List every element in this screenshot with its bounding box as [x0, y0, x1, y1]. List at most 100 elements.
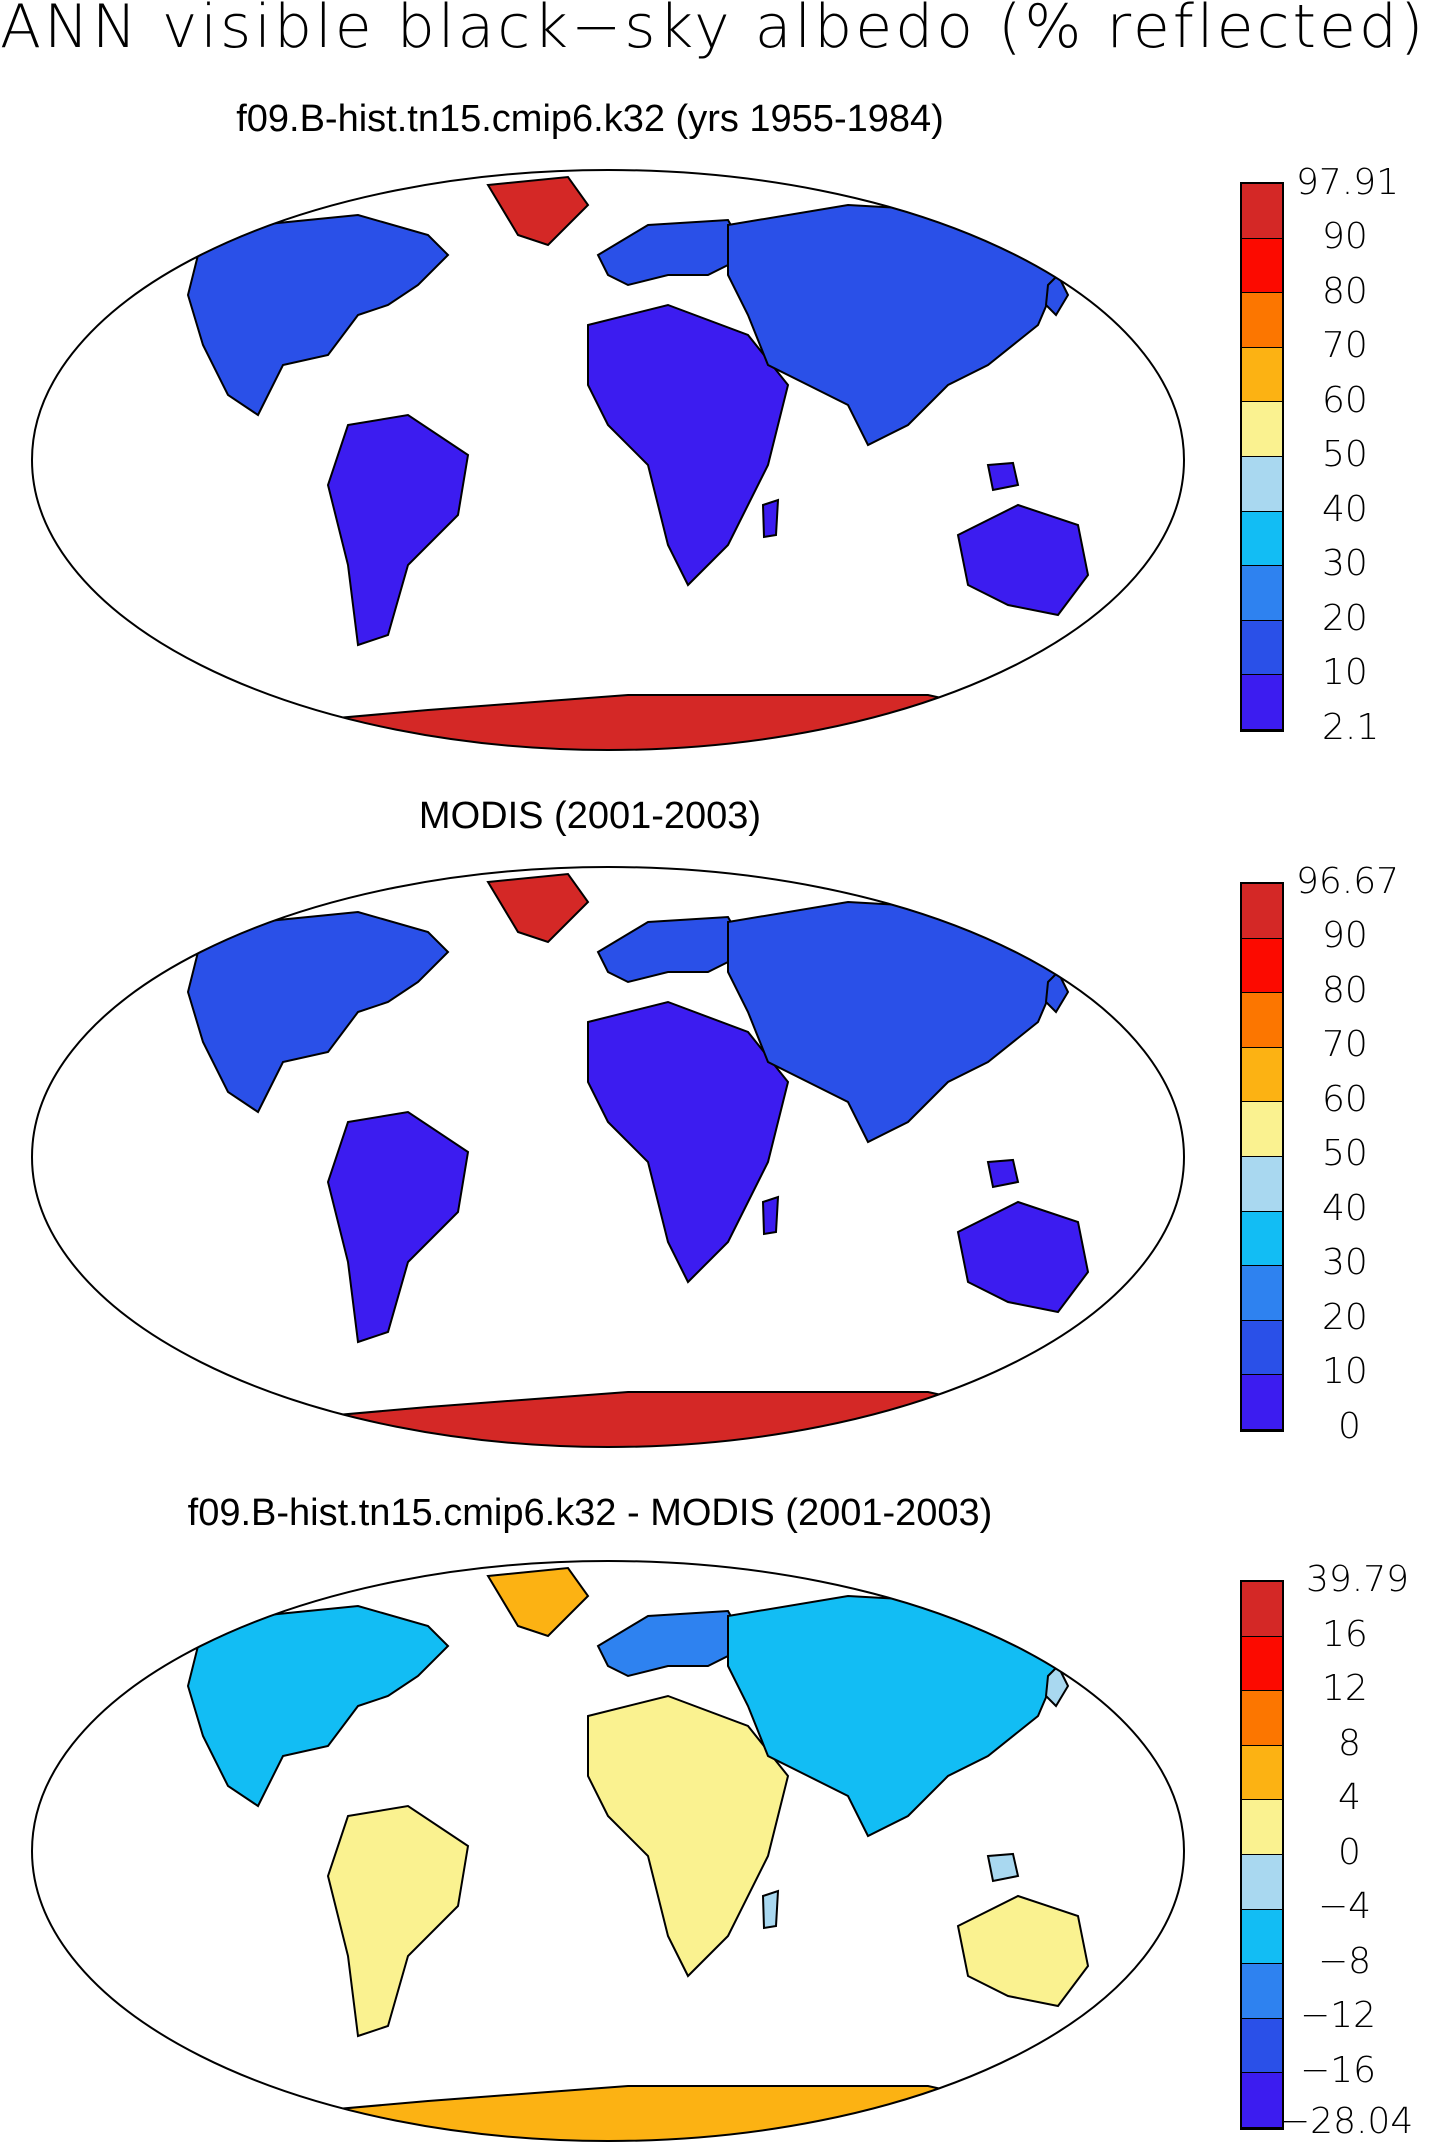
- colorbar-segment: [1242, 993, 1282, 1048]
- land-africa: [587, 1694, 790, 1978]
- panel-3-title: f09.B-hist.tn15.cmip6.k32 - MODIS (2001-…: [187, 1492, 993, 1534]
- land-south-america: [326, 413, 470, 647]
- panel-3-cbar-label: 39.79: [1306, 1559, 1410, 1600]
- panel-1-colorbar: [1240, 182, 1284, 732]
- map-outline: [31, 169, 1185, 751]
- panel-2-title: MODIS (2001-2003): [418, 795, 762, 837]
- panel-3-map: [31, 1560, 1185, 2142]
- colorbar-segment: [1242, 1102, 1282, 1157]
- panel-1-cbar-label: 60: [1322, 380, 1368, 421]
- land-europe: [596, 915, 750, 984]
- colorbar-segment: [1242, 2073, 1282, 2128]
- panel-2-map: [31, 866, 1185, 1448]
- land-europe: [596, 218, 750, 287]
- colorbar-segment: [1242, 184, 1282, 239]
- panel-2-cbar-label: 40: [1322, 1188, 1368, 1229]
- land-madagascar: [761, 498, 780, 539]
- colorbar-segment: [1242, 1745, 1282, 1801]
- land-south-america: [326, 1110, 470, 1344]
- colorbar-segment: [1242, 1211, 1282, 1267]
- colorbar-segment: [1242, 1636, 1282, 1692]
- land-south-america: [326, 1804, 470, 2038]
- panel-1-cbar-label: 2.1: [1322, 707, 1380, 748]
- panel-2-cbar-label: 50: [1322, 1133, 1368, 1174]
- colorbar-segment: [1242, 238, 1282, 294]
- panel-1-cbar-label: 40: [1322, 489, 1368, 530]
- colorbar-segment: [1242, 402, 1282, 457]
- colorbar-segment: [1242, 457, 1282, 512]
- panel-3-cbar-label: −28.04: [1280, 2101, 1414, 2142]
- colorbar-segment: [1242, 1320, 1282, 1376]
- panel-1-cbar-label: 10: [1322, 652, 1368, 693]
- colorbar-segment: [1242, 347, 1282, 403]
- land-madagascar: [761, 1195, 780, 1236]
- land-madagascar: [761, 1889, 780, 1930]
- panel-2-cbar-label: 0: [1338, 1406, 1361, 1447]
- land-borneo: [986, 461, 1020, 492]
- panel-1-title: f09.B-hist.tn15.cmip6.k32 (yrs 1955-1984…: [236, 98, 944, 140]
- land-north-america: [186, 213, 450, 417]
- panel-1-cbar-label: 20: [1322, 598, 1368, 639]
- colorbar-segment: [1242, 1691, 1282, 1746]
- panel-3-cbar-label: 8: [1338, 1723, 1361, 1764]
- colorbar-segment: [1242, 675, 1282, 730]
- panel-2-colorbar: [1240, 882, 1284, 1432]
- panel-2-cbar-label: 70: [1322, 1024, 1368, 1065]
- panel-3-cbar-label: 12: [1322, 1668, 1368, 1709]
- colorbar-segment: [1242, 884, 1282, 939]
- panel-1-map: [31, 169, 1185, 751]
- colorbar-segment: [1242, 1266, 1282, 1321]
- colorbar-segment: [1242, 1157, 1282, 1212]
- land-borneo: [986, 1158, 1020, 1189]
- panel-2-cbar-label: 10: [1322, 1351, 1368, 1392]
- colorbar-segment: [1242, 1964, 1282, 2019]
- land-greenland: [486, 175, 590, 247]
- panel-2-cbar-label: 96.67: [1296, 861, 1400, 902]
- land-australia: [956, 1894, 1090, 2008]
- colorbar-segment: [1242, 2018, 1282, 2074]
- panel-2-cbar-label: 20: [1322, 1297, 1368, 1338]
- colorbar-segment: [1242, 938, 1282, 994]
- land-borneo: [986, 1852, 1020, 1883]
- panel-3-colorbar: [1240, 1580, 1284, 2130]
- land-australia: [956, 503, 1090, 617]
- land-africa: [587, 303, 790, 587]
- map-outline: [31, 866, 1185, 1448]
- colorbar-segment: [1242, 1582, 1282, 1637]
- panel-1-cbar-label: 30: [1322, 543, 1368, 584]
- panel-3-cbar-label: −4: [1318, 1886, 1372, 1927]
- colorbar-segment: [1242, 511, 1282, 567]
- panel-1-cbar-label: 97.91: [1296, 162, 1400, 203]
- colorbar-segment: [1242, 566, 1282, 621]
- panel-1-cbar-label: 90: [1322, 216, 1368, 257]
- land-europe: [596, 1609, 750, 1678]
- panel-2-cbar-label: 60: [1322, 1079, 1368, 1120]
- colorbar-segment: [1242, 1855, 1282, 1910]
- land-australia: [956, 1200, 1090, 1314]
- colorbar-segment: [1242, 620, 1282, 676]
- panel-3-cbar-label: −16: [1300, 2050, 1376, 2091]
- land-north-america: [186, 910, 450, 1114]
- colorbar-segment: [1242, 1375, 1282, 1430]
- land-africa: [587, 1000, 790, 1284]
- figure-title: ANN visible black−sky albedo (% reflecte…: [0, 0, 1427, 62]
- colorbar-segment: [1242, 1800, 1282, 1855]
- land-greenland: [486, 1566, 590, 1638]
- map-outline: [31, 1560, 1185, 2142]
- colorbar-segment: [1242, 1909, 1282, 1965]
- panel-3-cbar-label: 16: [1322, 1614, 1368, 1655]
- panel-2-cbar-label: 80: [1322, 970, 1368, 1011]
- panel-1-cbar-label: 80: [1322, 271, 1368, 312]
- panel-3-cbar-label: −8: [1318, 1941, 1372, 1982]
- panel-1-cbar-label: 70: [1322, 325, 1368, 366]
- land-north-america: [186, 1604, 450, 1808]
- panel-3-cbar-label: −12: [1300, 1995, 1376, 2036]
- panel-3-cbar-label: 0: [1338, 1832, 1361, 1873]
- panel-2-cbar-label: 30: [1322, 1242, 1368, 1283]
- panel-2-cbar-label: 90: [1322, 915, 1368, 956]
- colorbar-segment: [1242, 1047, 1282, 1103]
- panel-1-cbar-label: 50: [1322, 434, 1368, 475]
- panel-3-cbar-label: 4: [1338, 1777, 1361, 1818]
- colorbar-segment: [1242, 293, 1282, 348]
- land-greenland: [486, 872, 590, 944]
